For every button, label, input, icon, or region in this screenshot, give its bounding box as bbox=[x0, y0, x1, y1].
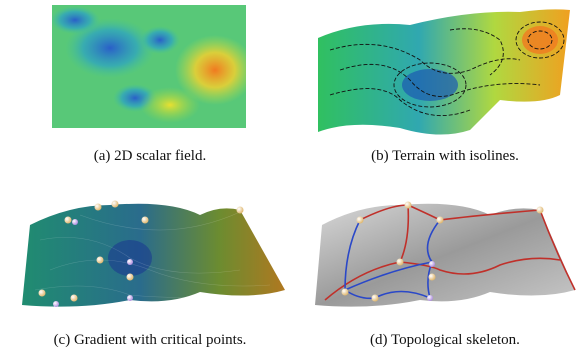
caption: (d) Topological skeleton. bbox=[370, 332, 520, 348]
critical-point bbox=[397, 259, 404, 266]
critical-point bbox=[429, 274, 436, 281]
critical-point bbox=[97, 257, 104, 264]
critical-point bbox=[437, 217, 444, 224]
terrain bbox=[22, 204, 285, 307]
caption: (c) Gradient with critical points. bbox=[54, 332, 247, 348]
critical-point bbox=[127, 295, 133, 301]
critical-point bbox=[39, 290, 46, 297]
critical-point bbox=[537, 207, 544, 214]
critical-point bbox=[112, 201, 119, 208]
critical-point bbox=[72, 219, 78, 225]
caption: (b) Terrain with isolines. bbox=[371, 148, 519, 164]
critical-point bbox=[71, 295, 78, 302]
critical-point bbox=[237, 207, 244, 214]
critical-point bbox=[65, 217, 72, 224]
caption: (a) 2D scalar field. bbox=[94, 148, 206, 164]
field-mid bbox=[140, 87, 200, 123]
critical-point bbox=[429, 261, 435, 267]
critical-point bbox=[53, 301, 59, 307]
page: {"figures": [ {"caption": "(a) 2D scalar… bbox=[0, 0, 587, 354]
critical-point bbox=[95, 204, 102, 211]
skeleton-image bbox=[315, 202, 575, 307]
terrain-image bbox=[318, 9, 570, 134]
field-low bbox=[50, 6, 100, 34]
terrain-valley bbox=[402, 69, 458, 101]
scalar-field-image bbox=[50, 5, 255, 128]
critical-point bbox=[142, 217, 149, 224]
critical-point bbox=[342, 289, 349, 296]
critical-point bbox=[427, 295, 433, 301]
critical-point bbox=[357, 217, 364, 224]
figure: (a) 2D scalar field. (b) Terrain with is… bbox=[0, 0, 587, 354]
gradient-image bbox=[22, 201, 285, 308]
field-low bbox=[140, 26, 180, 54]
critical-point bbox=[372, 295, 379, 302]
critical-point bbox=[127, 274, 134, 281]
critical-point bbox=[127, 259, 133, 265]
critical-point bbox=[405, 202, 412, 209]
terrain-peak bbox=[522, 26, 558, 54]
